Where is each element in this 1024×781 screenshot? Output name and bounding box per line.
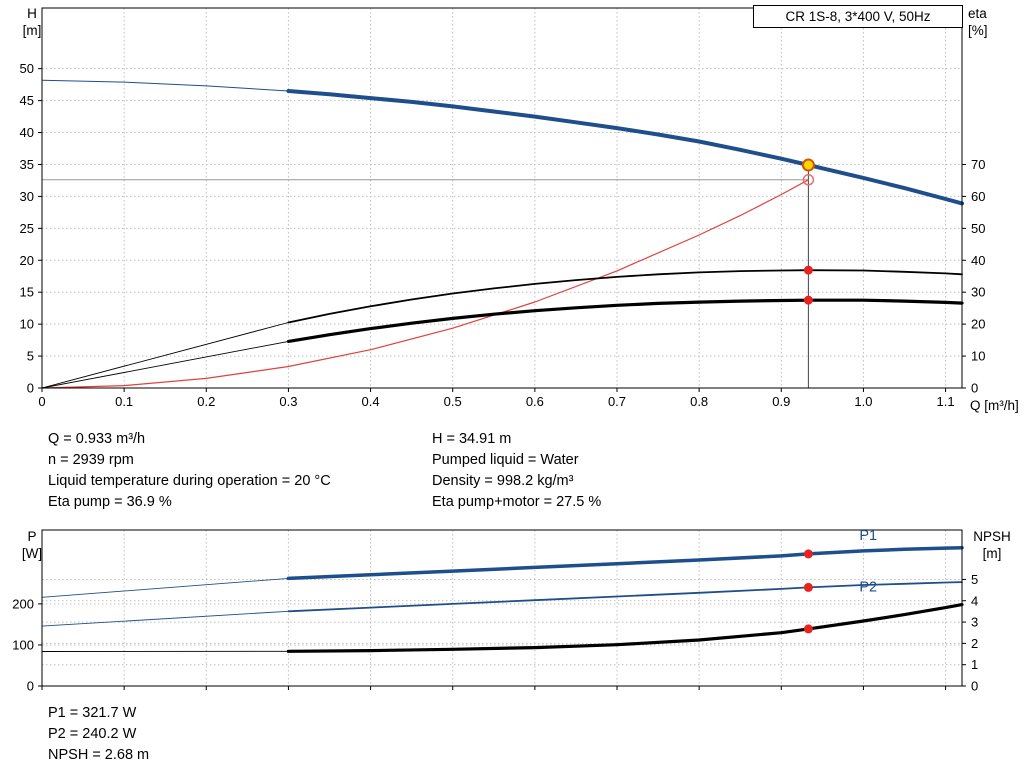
power-npsh-chart: 0 100 200 0 1 2 3 4 5 P1 P2: [12, 528, 978, 694]
eta-pump-motor-curve: [286, 298, 964, 343]
x-tick-label: 0.9: [772, 394, 790, 409]
y-right-tick-label: 30: [971, 285, 985, 300]
y-right-tick-label: 5: [971, 572, 978, 587]
y-right-tick-label: 20: [971, 317, 985, 332]
p-axis-label: P [W]: [14, 528, 50, 562]
y-right-tick-label: 10: [971, 349, 985, 364]
x-tick-label: 0.8: [690, 394, 708, 409]
system-curve: [41, 179, 810, 389]
y-left-tick-label: 25: [20, 221, 34, 236]
y-left-tick-label: 15: [20, 285, 34, 300]
plot-frame: [41, 7, 963, 389]
p2-curve-label: P2: [859, 580, 877, 596]
duty-speed: n = 2939 rpm: [48, 452, 134, 468]
x-tick-label: 0.6: [526, 394, 544, 409]
y-right-tick-label: 50: [971, 221, 985, 236]
x-tick-label: 0.4: [362, 394, 380, 409]
p1-curve-label: P1: [859, 528, 877, 544]
qh-curve: [286, 89, 964, 206]
eta-axis-unit: [%]: [968, 23, 988, 38]
y-left-tick-label: 50: [20, 61, 34, 76]
eta-pump-duty-dot: [803, 265, 813, 275]
duty-liquid-temp: Liquid temperature during operation = 20…: [48, 473, 331, 489]
p2-curve: [287, 581, 963, 613]
duty-eta-pump: Eta pump = 36.9 %: [48, 494, 172, 510]
duty-p1: P1 = 321.7 W: [48, 705, 137, 721]
duty-npsh: NPSH = 2.68 m: [48, 747, 150, 763]
y-left-tick-label: 0: [27, 381, 34, 396]
p2-duty-dot: [803, 582, 813, 592]
duty-info-left: Q = 0.933 m³/h n = 2939 rpm Liquid tempe…: [48, 429, 331, 513]
npsh-axis-symbol: NPSH: [973, 529, 1011, 544]
duty-eta-pump-motor: Eta pump+motor = 27.5 %: [432, 494, 602, 510]
y-left-tick-label: 5: [27, 349, 34, 364]
y-right-tick-label: 60: [971, 189, 985, 204]
y-right-tick-label: 40: [971, 253, 985, 268]
y-right-tick-label: 1: [971, 657, 978, 672]
eta-pump-motor-curve-lead-in: [41, 340, 289, 389]
duty-p2: P2 = 240.2 W: [48, 726, 137, 742]
x-tick-label: 0.3: [279, 394, 297, 409]
y-left-tick-label: 40: [20, 125, 34, 140]
x-tick-label: 0.1: [115, 394, 133, 409]
p1-curve: [286, 545, 964, 581]
y-right-tick-label: 0: [971, 679, 978, 694]
duty-head: H = 34.91 m: [432, 431, 512, 447]
npsh-duty-dot: [803, 624, 813, 634]
plot-frame: [41, 529, 963, 687]
y-right-tick-label: 0: [971, 381, 978, 396]
p1-curve-lead-in: [41, 577, 289, 598]
x-tick-label: 0: [38, 394, 45, 409]
x-tick-label: 1.0: [854, 394, 872, 409]
x-tick-label: 0.7: [608, 394, 626, 409]
y-left-tick-label: 200: [12, 596, 34, 611]
y-left-tick-label: 10: [20, 317, 34, 332]
y-left-tick-label: 0: [27, 679, 34, 694]
duty-q: Q = 0.933 m³/h: [48, 431, 146, 447]
eta-axis-symbol: eta: [968, 6, 987, 21]
pump-model-title: CR 1S-8, 3*400 V, 50Hz: [753, 5, 963, 28]
y-left-tick-label: 20: [20, 253, 34, 268]
y-right-tick-label: 70: [971, 157, 985, 172]
p2-curve-lead-in: [41, 610, 289, 627]
y-right-tick-label: 2: [971, 636, 978, 651]
qh-curve-lead-in: [41, 79, 289, 92]
p-axis-symbol: P: [27, 529, 37, 544]
x-tick-label: 1.1: [937, 394, 955, 409]
duty-density: Density = 998.2 kg/m³: [432, 473, 574, 489]
duty-point: [801, 158, 815, 172]
h-axis-symbol: H: [27, 6, 37, 21]
eta-axis-label: eta [%]: [968, 5, 1014, 39]
npsh-axis-label: NPSH [m]: [964, 528, 1020, 562]
x-tick-label: 0.5: [444, 394, 462, 409]
duty-info-right: H = 34.91 m Pumped liquid = Water Densit…: [432, 429, 601, 513]
duty-pumped-liquid: Pumped liquid = Water: [432, 452, 579, 468]
h-axis-unit: [m]: [22, 23, 42, 38]
y-left-tick-label: 30: [20, 189, 34, 204]
hq-eta-chart: 0 0.1 0.2 0.3 0.4 0.5 0.6 0.7 0.8 0.9 1.0 1.1 0 5 10 15…: [20, 7, 985, 409]
npsh-curve: [286, 602, 964, 653]
duty-info-bottom: P1 = 321.7 W P2 = 240.2 W NPSH = 2.68 m: [48, 703, 149, 766]
x-tick-label: 0.2: [197, 394, 215, 409]
eta-pump-motor-duty-dot: [803, 295, 813, 305]
y-left-tick-label: 100: [12, 637, 34, 652]
h-axis-label: H [m]: [14, 5, 50, 39]
eta-pump-curve-lead-in: [41, 322, 289, 389]
system-curve-open-dot: [802, 174, 815, 186]
y-left-tick-label: 45: [20, 93, 34, 108]
q-axis-label: Q [m³/h]: [970, 398, 1019, 413]
y-right-tick-label: 4: [971, 593, 978, 608]
p1-duty-dot: [803, 549, 813, 559]
p-axis-unit: [W]: [21, 546, 43, 561]
y-right-tick-label: 3: [971, 615, 978, 630]
eta-pump-curve: [287, 269, 963, 324]
npsh-axis-unit: [m]: [982, 546, 1002, 561]
y-left-tick-label: 35: [20, 157, 34, 172]
